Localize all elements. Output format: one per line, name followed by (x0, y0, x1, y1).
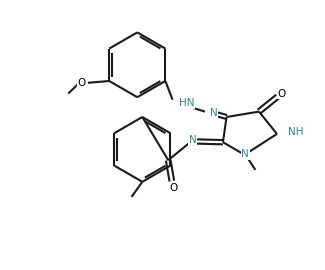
Text: O: O (78, 78, 86, 88)
Text: N: N (241, 149, 249, 159)
Text: NH: NH (288, 127, 303, 137)
Text: N: N (210, 108, 217, 119)
Text: O: O (278, 89, 286, 99)
Text: O: O (169, 183, 177, 193)
Text: HN: HN (179, 98, 195, 108)
Text: N: N (189, 135, 197, 146)
